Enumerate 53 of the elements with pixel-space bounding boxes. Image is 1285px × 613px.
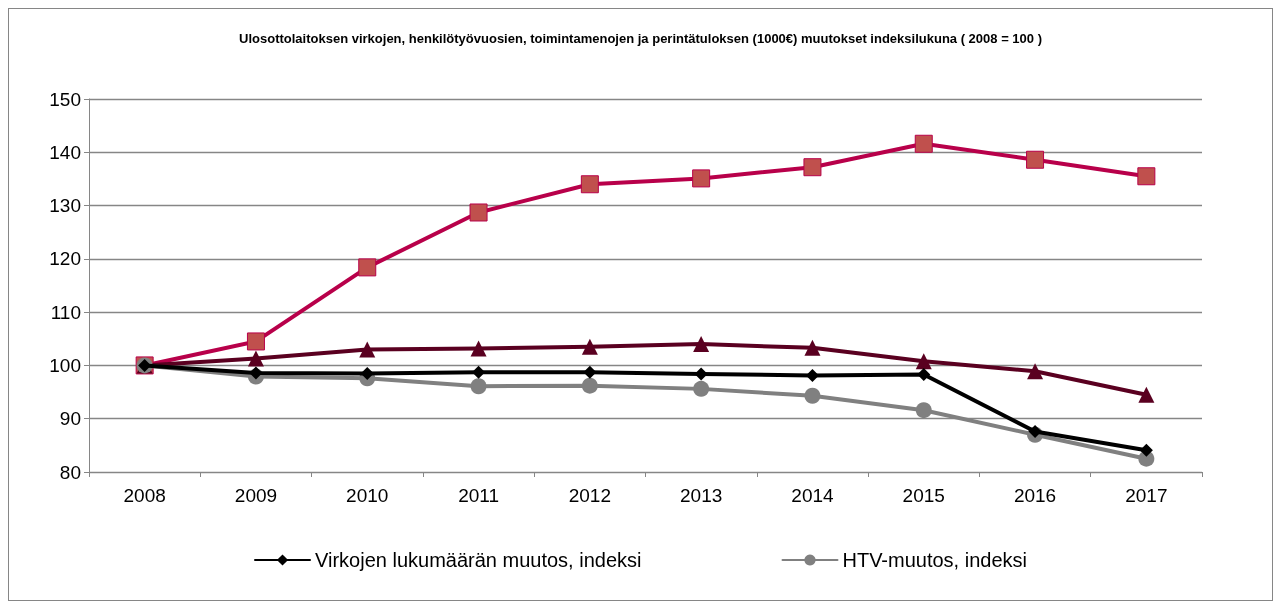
y-tick-label: 80: [59, 461, 81, 483]
y-tick-label: 120: [49, 248, 81, 270]
point: [249, 366, 263, 380]
y-tick-label: 140: [49, 141, 81, 163]
point: [470, 378, 487, 395]
point: [694, 367, 708, 381]
x-tick-label: 2015: [902, 485, 945, 506]
point: [360, 366, 374, 380]
legend-label: Virkojen lukumäärän muutos, indeksi: [315, 549, 642, 571]
point: [693, 336, 710, 353]
point: [803, 158, 822, 177]
point: [1028, 425, 1042, 438]
point: [1138, 386, 1155, 403]
point: [247, 350, 264, 367]
point: [1026, 150, 1045, 169]
x-tick-label: 2008: [123, 485, 166, 506]
point: [692, 169, 711, 188]
point: [914, 134, 933, 153]
point: [915, 402, 932, 419]
point: [359, 341, 376, 358]
point: [917, 367, 931, 381]
x-tick-label: 2016: [1013, 485, 1057, 506]
y-tick-label: 90: [59, 408, 81, 430]
point: [472, 365, 486, 379]
x-tick-label: 2014: [791, 485, 835, 506]
x-tick-label: 2012: [568, 485, 611, 506]
x-tick-label: 2017: [1125, 485, 1168, 506]
y-tick-label: 150: [49, 88, 81, 110]
point: [1139, 443, 1153, 457]
point: [580, 175, 599, 194]
x-tick-label: 2013: [680, 485, 723, 506]
point: [805, 369, 819, 383]
point: [470, 340, 487, 357]
x-tick-label: 2010: [346, 485, 389, 506]
y-tick-label: 100: [49, 354, 81, 376]
point: [693, 380, 710, 397]
y-tick-label: 130: [49, 195, 81, 217]
point: [581, 377, 598, 394]
point: [469, 203, 488, 222]
x-tick-label: 2011: [458, 485, 499, 506]
point: [1137, 167, 1156, 186]
legend-label: HTV-muutos, indeksi: [842, 549, 1027, 571]
chart-title: Ulosottolaitoksen virkojen, henkilötyövuosien, toimintamenojen ja perintätuloksen (1000€) muutokset indeksilukuna ( 2008 = 100 ): [239, 31, 1042, 46]
point: [246, 332, 265, 351]
point: [915, 353, 932, 370]
point: [583, 365, 597, 379]
point: [1027, 363, 1044, 380]
point: [581, 338, 598, 355]
x-tick-label: 2009: [234, 485, 278, 506]
point: [804, 339, 821, 356]
point: [804, 387, 821, 404]
point: [358, 258, 377, 277]
y-tick-label: 110: [50, 301, 81, 323]
